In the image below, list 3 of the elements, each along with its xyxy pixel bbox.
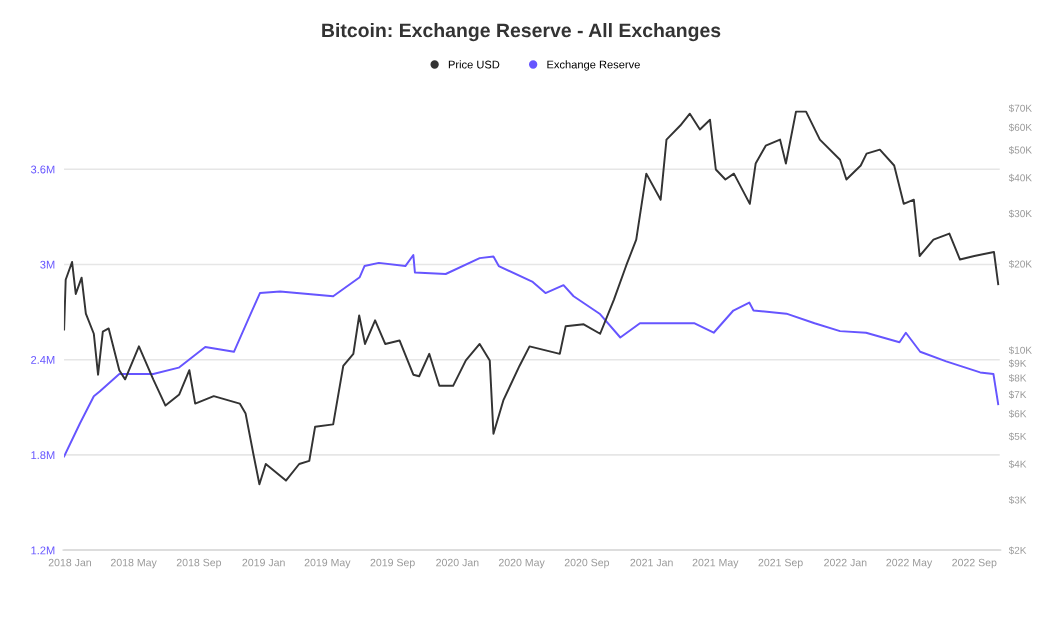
chart-title: Bitcoin: Exchange Reserve - All Exchanges	[322, 22, 721, 42]
line-series	[63, 253, 1000, 458]
line-series	[63, 110, 1000, 486]
